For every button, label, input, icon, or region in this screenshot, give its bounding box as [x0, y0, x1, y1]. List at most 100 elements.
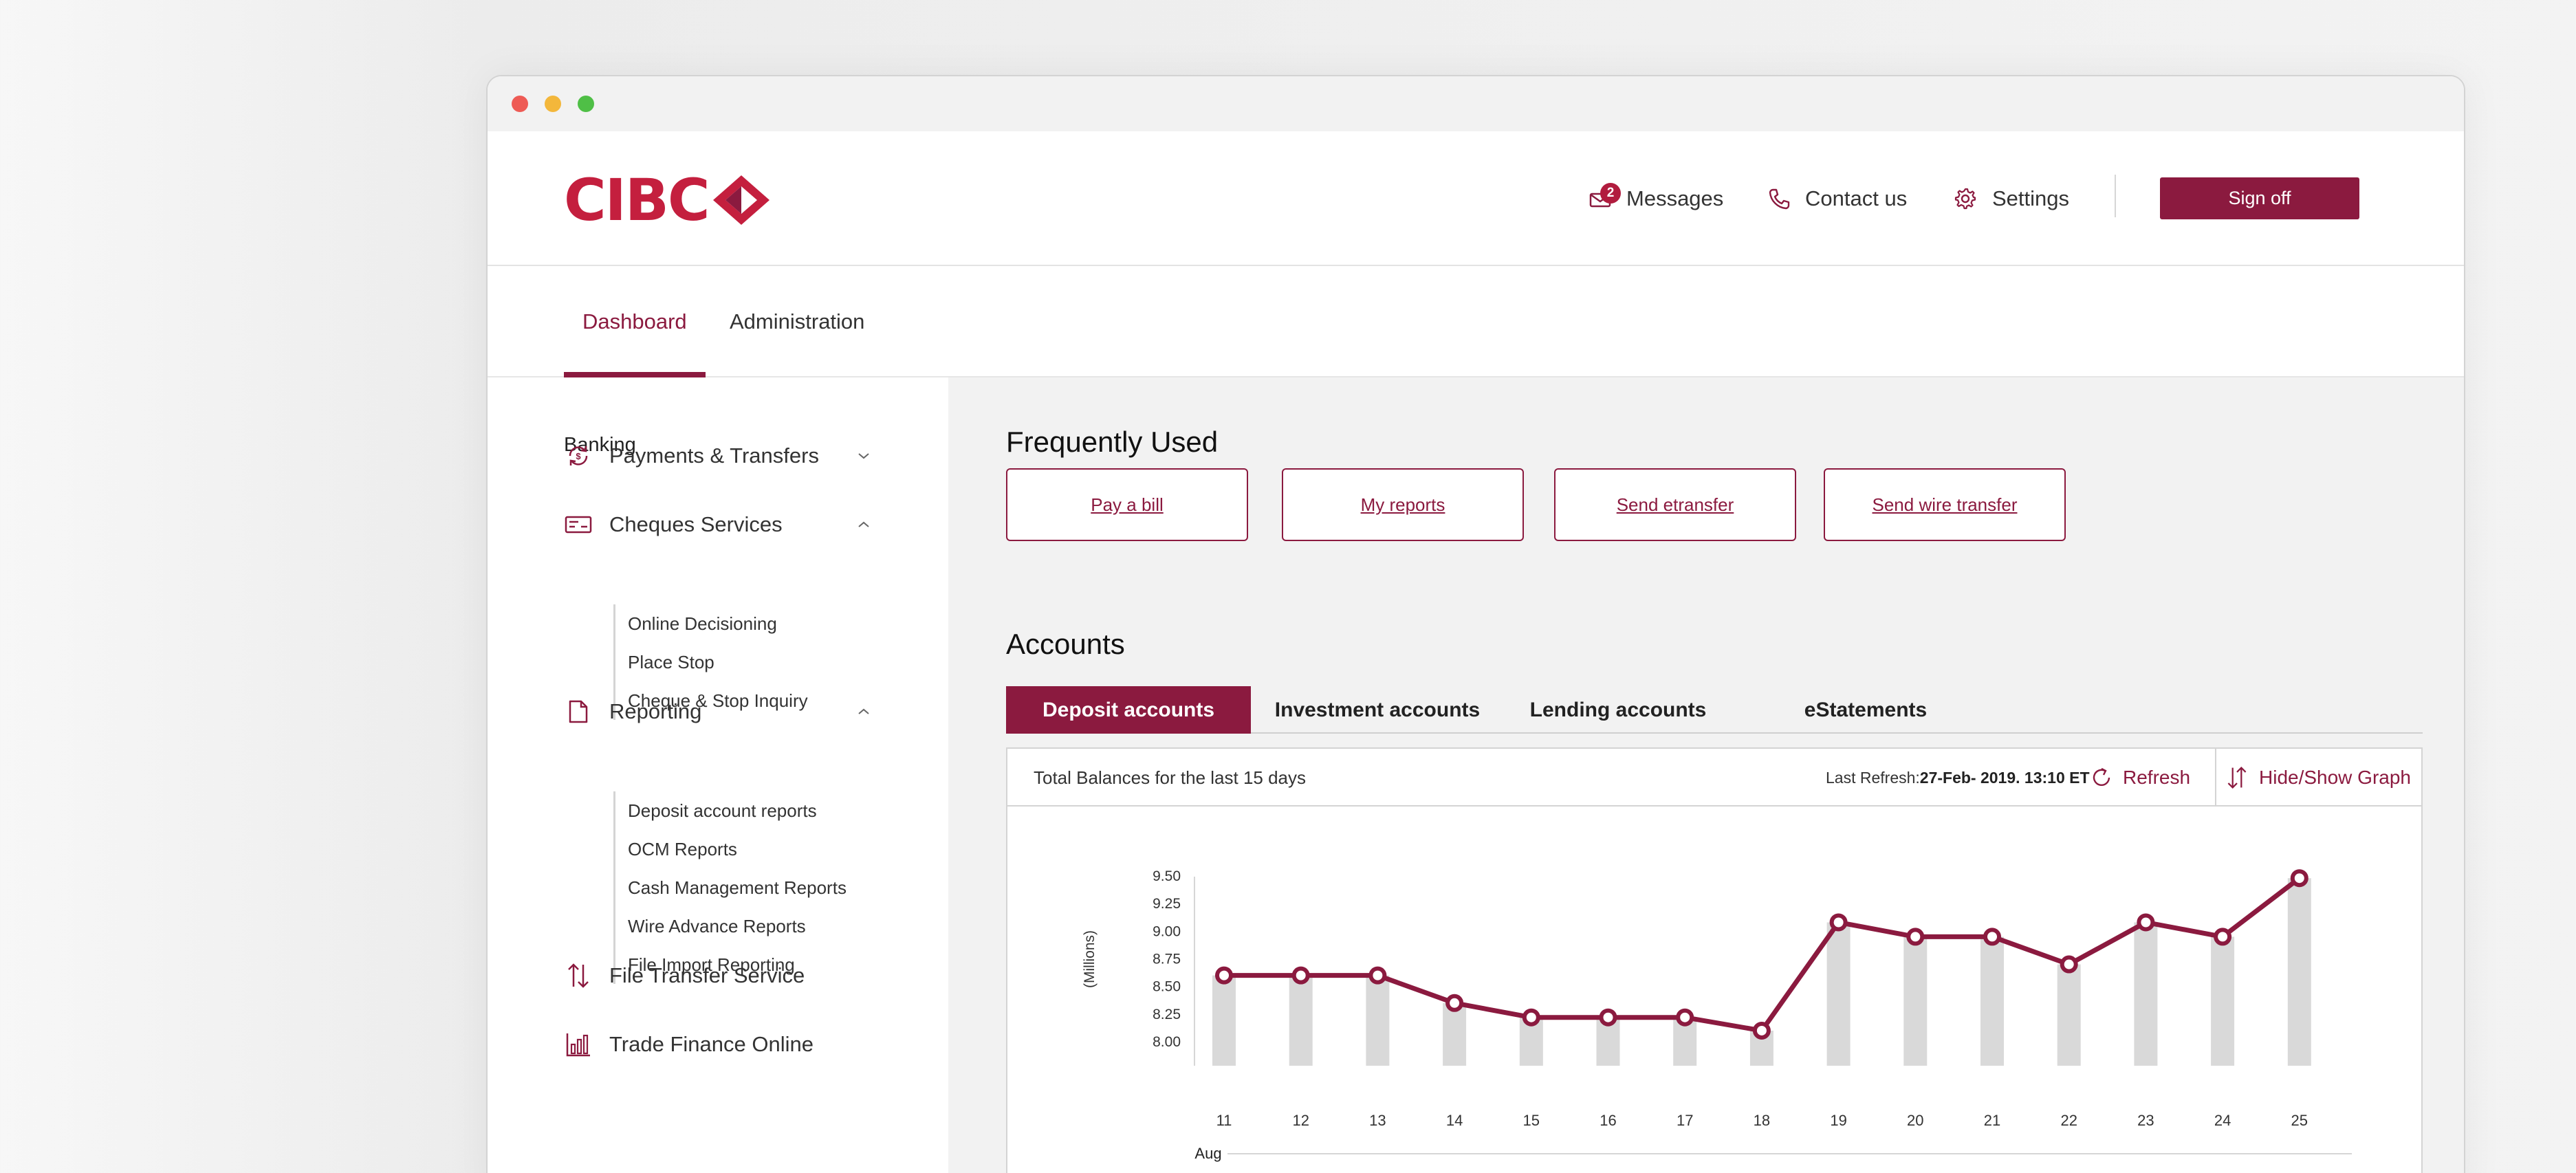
data-point[interactable] — [1983, 928, 2001, 946]
settings-link[interactable]: Settings — [1954, 186, 2069, 211]
x-tick-label: 16 — [1600, 1112, 1616, 1129]
data-point[interactable] — [1291, 966, 1310, 985]
y-tick-label: 8.50 — [1153, 979, 1181, 995]
sidebar-item-reporting[interactable]: Reporting — [564, 695, 869, 728]
data-point[interactable] — [2060, 955, 2078, 974]
x-tick-label: 12 — [1292, 1112, 1309, 1129]
transfer-cycle-icon: $ — [564, 441, 593, 470]
refresh-button[interactable]: Refresh — [2090, 749, 2190, 807]
last-refresh-text: Last Refresh: 27-Feb- 2019. 13:10 ET — [1826, 749, 2090, 807]
data-point[interactable] — [2137, 913, 2155, 932]
phone-icon — [1769, 188, 1790, 210]
tab-estatements[interactable]: eStatements — [1804, 698, 1928, 721]
accounts-title: Accounts — [1006, 628, 1125, 660]
site-header: CIBC 2 Messages Contact us Setti — [488, 131, 2464, 266]
balance-bar — [1826, 922, 1851, 1066]
submenu-item-cheque-stop-inquiry[interactable]: Cheque & Stop Inquiry — [628, 690, 808, 711]
x-tick-label: 13 — [1369, 1112, 1386, 1129]
x-tick-label: 15 — [1523, 1112, 1540, 1129]
browser-window: CIBC 2 Messages Contact us Setti — [486, 75, 2465, 1173]
tab-deposit-accounts[interactable]: Deposit accounts — [1006, 686, 1251, 734]
balance-bar — [1212, 975, 1236, 1066]
tab-administration[interactable]: Administration — [730, 266, 864, 377]
main-tabs: Dashboard Administration — [488, 266, 2464, 377]
up-down-arrows-icon — [564, 961, 593, 990]
close-window-dot[interactable] — [512, 96, 528, 112]
balance-bar — [2211, 936, 2235, 1066]
sidebar: Banking $ Payments & Transfers Cheques S… — [488, 377, 948, 1173]
data-point[interactable] — [2214, 928, 2232, 946]
submenu-item-place-stop[interactable]: Place Stop — [628, 651, 714, 672]
tab-dashboard[interactable]: Dashboard — [564, 266, 706, 377]
tab-investment-accounts[interactable]: Investment accounts — [1274, 698, 1481, 721]
submenu-item-online-decisioning[interactable]: Online Decisioning — [628, 613, 777, 634]
my-reports-link[interactable]: My reports — [1282, 468, 1524, 541]
data-point[interactable] — [1215, 966, 1233, 985]
sidebar-item-payments-transfers[interactable]: $ Payments & Transfers — [564, 439, 869, 472]
chevron-up-icon[interactable] — [855, 703, 872, 720]
sidebar-item-label: Payments & Transfers — [609, 443, 819, 468]
header-nav: 2 Messages Contact us Settings — [488, 131, 2464, 266]
balance-bar — [1903, 936, 1928, 1066]
header-separator — [2215, 749, 2216, 807]
messages-link[interactable]: 2 Messages — [1589, 183, 1723, 211]
messages-count-badge: 2 — [1600, 183, 1621, 204]
document-icon — [564, 697, 593, 726]
header-divider — [2115, 175, 2116, 217]
last-refresh-label: Last Refresh: — [1826, 768, 1920, 787]
balance-chart: 9.509.259.008.758.508.258.00 (Millions) … — [1082, 868, 2352, 1162]
balance-bar — [1366, 975, 1390, 1066]
contact-us-label: Contact us — [1805, 186, 1908, 210]
logo-diamond-icon — [712, 175, 769, 225]
balance-bar — [1289, 975, 1313, 1066]
sidebar-item-label: Trade Finance Online — [609, 1032, 814, 1056]
contact-us-link[interactable]: Contact us — [1768, 186, 1907, 211]
cheque-icon — [564, 510, 593, 539]
y-tick-label: 8.00 — [1153, 1034, 1181, 1050]
cibc-logo[interactable]: CIBC — [564, 171, 771, 229]
submenu-item-deposit-account-reports[interactable]: Deposit account reports — [628, 800, 817, 821]
send-wire-transfer-link[interactable]: Send wire transfer — [1824, 468, 2066, 541]
frequently-used-title: Frequently Used — [1006, 426, 1219, 458]
panel-title: Total Balances for the last 15 days — [1034, 767, 1307, 788]
sidebar-item-label: Reporting — [609, 699, 702, 723]
chevron-up-icon[interactable] — [855, 516, 872, 533]
y-tick-label: 9.25 — [1153, 896, 1181, 912]
data-point[interactable] — [1368, 966, 1387, 985]
data-point[interactable] — [1829, 913, 1848, 932]
data-point[interactable] — [1522, 1008, 1540, 1027]
sidebar-item-file-transfer-service[interactable]: File Transfer Service — [564, 959, 805, 992]
x-tick-label: 21 — [1984, 1112, 2000, 1129]
x-group-label: Aug — [1194, 1145, 1221, 1162]
submenu-item-cash-management-reports[interactable]: Cash Management Reports — [628, 877, 847, 898]
tab-dashboard-label: Dashboard — [582, 309, 687, 333]
pay-a-bill-link[interactable]: Pay a bill — [1006, 468, 1248, 541]
data-point[interactable] — [1676, 1008, 1694, 1027]
sidebar-item-label: File Transfer Service — [609, 963, 805, 987]
sign-off-button[interactable]: Sign off — [2160, 177, 2359, 219]
balances-panel: Total Balances for the last 15 days Last… — [1006, 747, 2423, 1173]
x-tick-label: 11 — [1216, 1112, 1232, 1129]
data-point[interactable] — [1906, 928, 1925, 946]
chevron-down-icon[interactable] — [855, 448, 872, 464]
x-tick-label: 22 — [2060, 1112, 2077, 1129]
main-content: Frequently Used Pay a bill My reports Se… — [948, 377, 2464, 1173]
x-tick-label: 17 — [1677, 1112, 1693, 1129]
send-etransfer-link[interactable]: Send etransfer — [1554, 468, 1796, 541]
balance-bar — [2057, 964, 2081, 1066]
tab-lending-accounts[interactable]: Lending accounts — [1529, 698, 1707, 721]
data-point[interactable] — [2290, 869, 2308, 888]
sidebar-item-trade-finance-online[interactable]: Trade Finance Online — [564, 1028, 814, 1061]
data-point[interactable] — [1445, 994, 1464, 1012]
submenu-item-file-import-reporting[interactable]: File Import Reporting — [628, 954, 795, 975]
data-point[interactable] — [1752, 1021, 1771, 1040]
gear-icon — [1954, 188, 1976, 210]
maximize-window-dot[interactable] — [578, 96, 594, 112]
x-tick-label: 24 — [2214, 1112, 2231, 1129]
minimize-window-dot[interactable] — [545, 96, 561, 112]
submenu-item-ocm-reports[interactable]: OCM Reports — [628, 838, 737, 859]
sidebar-item-cheques-services[interactable]: Cheques Services — [564, 508, 869, 541]
hide-show-graph-button[interactable]: Hide/Show Graph — [2225, 749, 2411, 807]
submenu-item-wire-advance-reports[interactable]: Wire Advance Reports — [628, 915, 806, 936]
data-point[interactable] — [1599, 1008, 1617, 1027]
